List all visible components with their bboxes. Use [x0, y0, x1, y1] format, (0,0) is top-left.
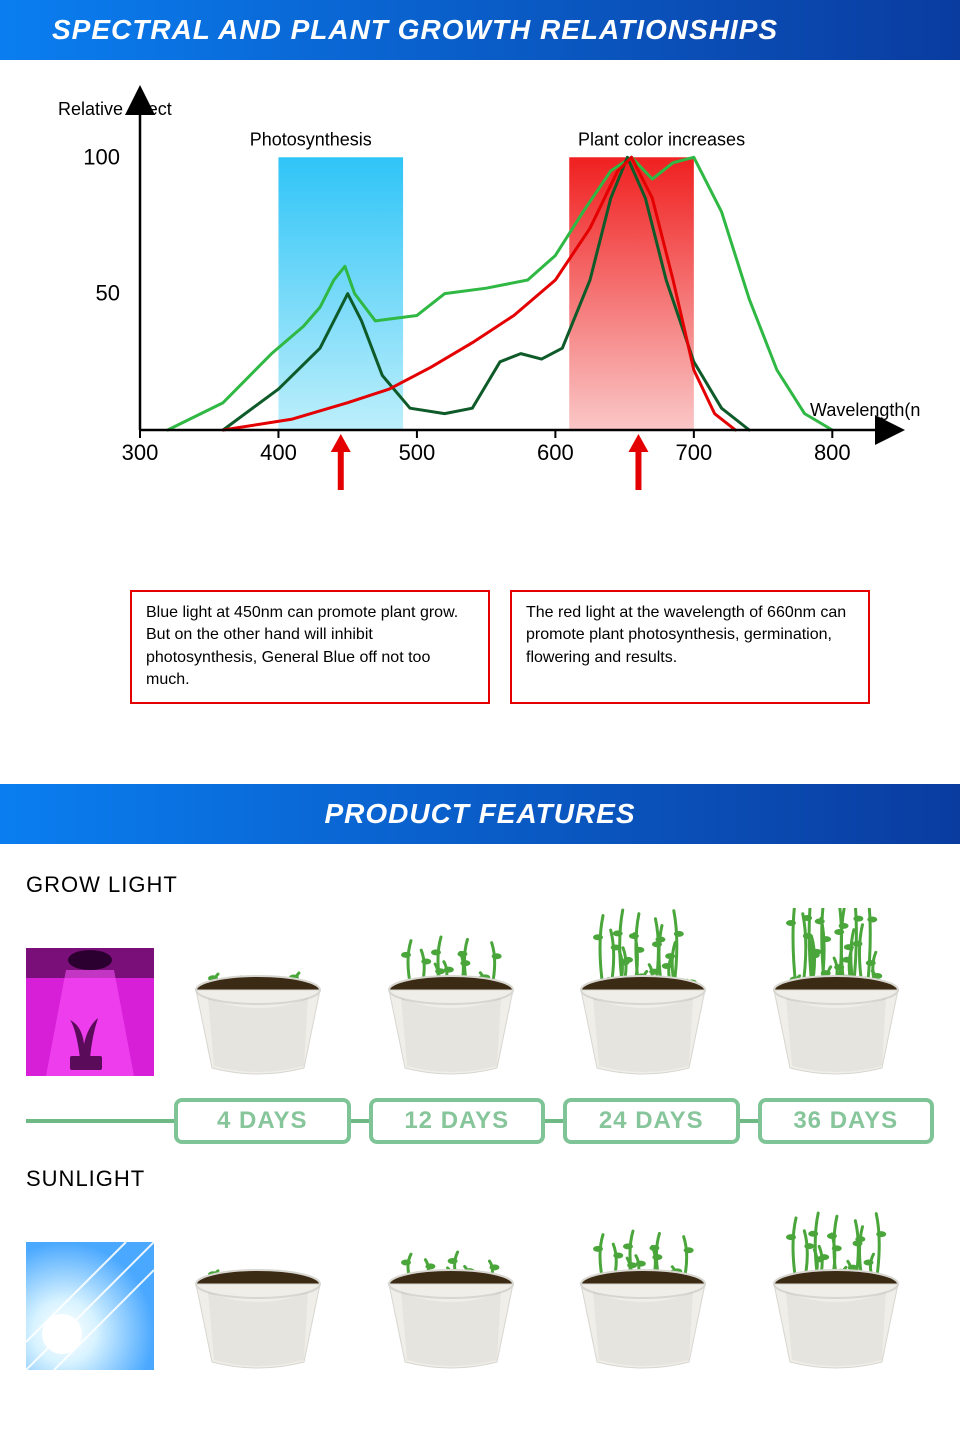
pot: [563, 908, 733, 1076]
svg-text:Photosynthesis: Photosynthesis: [250, 129, 372, 149]
grow-light-pots: [170, 908, 934, 1076]
svg-text:50: 50: [96, 281, 120, 306]
pot-cell: [363, 908, 550, 1076]
section2-header: PRODUCT FEATURES: [0, 784, 960, 844]
sunlight-scene: [26, 1242, 154, 1370]
pot: [178, 1202, 348, 1370]
pot: [178, 908, 348, 1076]
day-pill: 12 DAYS: [369, 1098, 546, 1144]
day-pill: 24 DAYS: [563, 1098, 740, 1144]
pot: [756, 908, 926, 1076]
svg-text:500: 500: [399, 440, 436, 465]
svg-text:Wavelength(nm): Wavelength(nm): [810, 400, 920, 420]
pot: [756, 1202, 926, 1370]
pot-cell: [170, 908, 357, 1076]
svg-text:Plant color increases: Plant color increases: [578, 129, 745, 149]
sunlight-label: SUNLIGHT: [26, 1166, 934, 1192]
pot-cell: [748, 908, 935, 1076]
day-pill: 4 DAYS: [174, 1098, 351, 1144]
callout-row: Blue light at 450nm can promote plant gr…: [110, 590, 890, 704]
features-body: GROW LIGHT: [0, 844, 960, 1400]
pot-cell: [555, 1202, 742, 1370]
days-pills: 4 DAYS 12 DAYS 24 DAYS 36 DAYS: [174, 1098, 934, 1144]
grow-light-label: GROW LIGHT: [26, 872, 934, 898]
pot: [563, 1202, 733, 1370]
spectral-chart-area: Relative effect Photosynthesis Plant color…: [0, 60, 960, 630]
pot-cell: [170, 1202, 357, 1370]
svg-text:100: 100: [83, 144, 120, 169]
svg-text:Relative effect: Relative effect: [58, 99, 172, 119]
sunlight-pots: [170, 1202, 934, 1370]
grow-light-thumb: [26, 948, 154, 1076]
svg-text:400: 400: [260, 440, 297, 465]
days-timeline: 4 DAYS 12 DAYS 24 DAYS 36 DAYS: [26, 1098, 934, 1144]
sunlight-thumb: [26, 1242, 154, 1370]
pot-cell: [748, 1202, 935, 1370]
pot-cell: [363, 1202, 550, 1370]
sunlight-row: [26, 1202, 934, 1370]
callout-red: The red light at the wavelength of 660nm…: [510, 590, 870, 704]
section2-title: PRODUCT FEATURES: [324, 798, 635, 830]
svg-text:600: 600: [537, 440, 574, 465]
pot: [371, 1202, 541, 1370]
pot: [371, 908, 541, 1076]
grow-light-scene: [26, 948, 154, 1076]
section2: PRODUCT FEATURES GROW LIGHT: [0, 784, 960, 1400]
svg-text:800: 800: [814, 440, 851, 465]
svg-text:700: 700: [675, 440, 712, 465]
section1-header: SPECTRAL AND PLANT GROWTH RELATIONSHIPS: [0, 0, 960, 60]
grow-light-row: [26, 908, 934, 1076]
day-pill: 36 DAYS: [758, 1098, 935, 1144]
pot-cell: [555, 908, 742, 1076]
section1-title: SPECTRAL AND PLANT GROWTH RELATIONSHIPS: [52, 14, 778, 46]
svg-text:300: 300: [122, 440, 159, 465]
callout-blue: Blue light at 450nm can promote plant gr…: [130, 590, 490, 704]
spectral-chart: Relative effect Photosynthesis Plant color…: [40, 80, 920, 510]
